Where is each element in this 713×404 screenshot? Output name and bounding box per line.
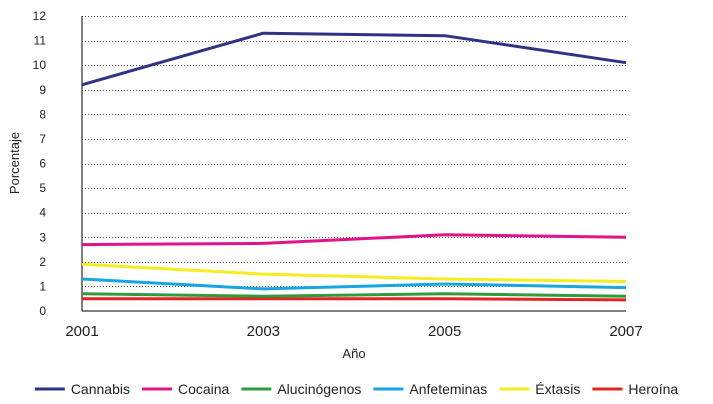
series-line (81, 233, 627, 247)
y-tick-label: 1 (39, 279, 46, 293)
x-tick-label: 2003 (247, 323, 280, 340)
legend-label: Heroína (628, 381, 678, 397)
y-tick-label: 0 (39, 304, 46, 318)
x-axis-label: Año (342, 346, 365, 361)
x-tick-label: 2001 (65, 323, 98, 340)
legend-label: Éxtasis (535, 381, 580, 397)
legend-label: Alucinógenos (277, 381, 361, 397)
y-tick-label: 6 (39, 157, 46, 171)
series-line (81, 262, 627, 283)
x-tick-label: 2005 (428, 323, 461, 340)
x-tick-label: 2007 (609, 323, 642, 340)
y-tick-label: 8 (39, 107, 46, 121)
y-tick-label: 5 (39, 181, 46, 195)
y-tick-label: 3 (39, 230, 46, 244)
legend-label: Anfeteminas (409, 381, 487, 397)
legend-label: Cannabis (71, 381, 130, 397)
y-tick-label: 12 (33, 9, 47, 23)
series-line (81, 292, 627, 298)
series-line (81, 31, 627, 87)
legend-label: Cocaina (178, 381, 230, 397)
y-tick-label: 4 (39, 206, 46, 220)
y-axis-label: Porcentaje (7, 132, 22, 194)
x-tick-labels: 2001 2003 2005 2007 (65, 323, 642, 340)
series-lines (81, 31, 627, 302)
y-tick-label: 2 (39, 255, 46, 269)
y-tick-label: 11 (34, 34, 47, 48)
legend: Cannabis Cocaina Alucinógenos Anfeteminas Éx… (34, 381, 678, 397)
gridlines (82, 16, 626, 287)
series-line (81, 277, 627, 291)
y-tick-label: 9 (39, 83, 46, 97)
axes (81, 16, 626, 312)
series-line (82, 297, 627, 302)
y-tick-label: 10 (33, 58, 47, 72)
y-tick-label: 7 (39, 132, 46, 146)
